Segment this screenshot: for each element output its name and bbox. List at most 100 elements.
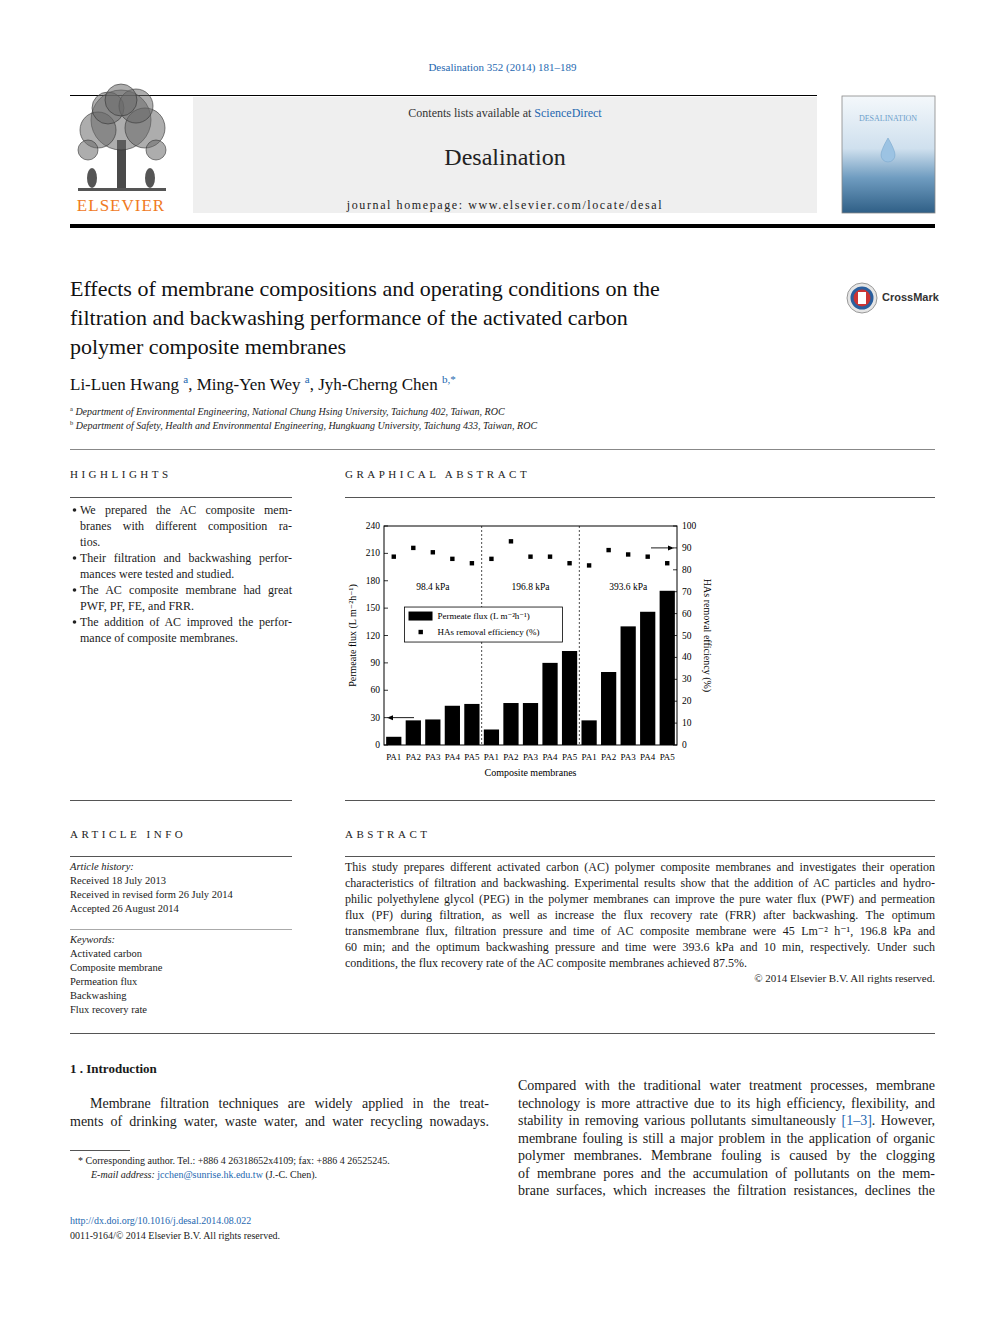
publisher: ELSEVIER xyxy=(70,195,172,216)
history-label: Article history: xyxy=(70,860,134,873)
y-tick xyxy=(384,635,388,636)
text-run: GRAPHICAL ABSTRACT xyxy=(345,468,530,480)
text-run: technology is more attractive due to its… xyxy=(518,1096,935,1111)
abstract-line: flux (PF) during filtration, as well as … xyxy=(345,908,935,923)
y-tick-label: 210 xyxy=(366,548,381,558)
x-tick-label: PA2 xyxy=(503,752,518,762)
point xyxy=(450,557,454,561)
link[interactable]: ScienceDirect xyxy=(534,106,601,120)
abstract-line: This study prepares different activated … xyxy=(345,860,935,875)
text-segment: . However, xyxy=(872,1113,935,1128)
text-run: flux (PF) during filtration, as well as … xyxy=(345,908,935,922)
text-segment: Department of Environmental Engineering,… xyxy=(73,406,505,417)
text-run: Received 18 July 2013 xyxy=(70,875,166,886)
keyword: Activated carbon xyxy=(70,947,142,960)
text-run: membrane fouling is still a major proble… xyxy=(518,1131,935,1146)
text-run: stability in removing various pollutants… xyxy=(518,1113,935,1128)
rule xyxy=(345,856,935,857)
annotation: 196.8 kPa xyxy=(512,582,551,592)
y2-tick xyxy=(673,723,677,724)
text-run: Their filtration and backwashing perfor- xyxy=(80,551,292,565)
y2-tick xyxy=(673,613,677,614)
marks xyxy=(386,539,675,745)
bar xyxy=(464,704,479,745)
text-segment: Li-Luen Hwang xyxy=(70,375,183,394)
title-line: filtration and backwashing performance o… xyxy=(70,304,628,332)
legend-label: HAs removal efficiency (%) xyxy=(438,627,540,637)
bar xyxy=(640,612,655,745)
abstract-line: 60 min; and the optimum backwashing pres… xyxy=(345,940,935,955)
authors: Li-Luen Hwang a, Ming-Yen Wey a, Jyh-Che… xyxy=(70,374,456,395)
link[interactable]: a xyxy=(183,374,188,386)
text-run: Membrane filtration techniques are widel… xyxy=(90,1096,489,1111)
point xyxy=(489,557,493,561)
y-tick-label: 150 xyxy=(366,603,381,613)
cover-drop xyxy=(881,138,895,162)
link[interactable]: jcchen@sunrise.hk.edu.tw xyxy=(157,1169,263,1180)
x-tick-label: PA2 xyxy=(406,752,421,762)
crossmark-mark xyxy=(858,292,866,304)
keyword: Permeation flux xyxy=(70,975,137,988)
text-run: Li-Luen Hwang a, Ming-Yen Wey a, Jyh-Che… xyxy=(70,375,456,394)
bar xyxy=(660,591,675,745)
history-item: Accepted 26 August 2014 xyxy=(70,902,179,915)
keyword: Backwashing xyxy=(70,989,127,1002)
text-segment: , Jyh-Cherng Chen xyxy=(310,375,442,394)
journal-name: Desalination xyxy=(193,142,817,172)
y2-tick-label: 80 xyxy=(682,565,692,575)
annotation: 393.6 kPa xyxy=(609,582,648,592)
y2-tick xyxy=(673,745,677,746)
tree-canopy xyxy=(105,84,137,116)
header-rule xyxy=(70,95,817,96)
section-heading: ARTICLE INFO xyxy=(70,828,186,842)
y-tick xyxy=(384,526,388,527)
link[interactable]: [1–3] xyxy=(841,1113,871,1128)
bar xyxy=(445,706,460,745)
doi: http://dx.doi.org/10.1016/j.desal.2014.0… xyxy=(70,1215,251,1228)
keyword: Composite membrane xyxy=(70,961,162,974)
highlight-line: The AC composite membrane had great xyxy=(80,583,292,598)
copyright: © 2014 Elsevier B.V. All rights reserved… xyxy=(345,972,935,986)
link[interactable]: b,* xyxy=(442,374,456,386)
bar xyxy=(601,672,616,745)
citation: Desalination 352 (2014) 181–189 xyxy=(70,61,935,75)
abstract-line: characteristics of filtration and backwa… xyxy=(345,876,935,891)
link[interactable]: a xyxy=(305,374,310,386)
section-heading: HIGHLIGHTS xyxy=(70,468,172,482)
text-run: Contents lists available at ScienceDirec… xyxy=(408,106,601,120)
text-run: Backwashing xyxy=(70,990,127,1001)
bullet xyxy=(73,508,77,512)
point xyxy=(665,561,669,565)
axis-arrowhead xyxy=(387,715,393,720)
y-tick-label: 240 xyxy=(366,521,381,531)
y2-tick-label: 20 xyxy=(682,696,692,706)
text-run: CrossMark xyxy=(882,291,939,303)
point xyxy=(470,561,474,565)
text-run: journal homepage: www.elsevier.com/locat… xyxy=(347,198,663,212)
body-line: polymer membranes. Membrane fouling is c… xyxy=(518,1147,935,1165)
text-run: ELSEVIER xyxy=(77,196,165,215)
rule xyxy=(70,929,292,930)
header-thick-rule xyxy=(70,224,935,228)
y2-tick-label: 50 xyxy=(682,631,692,641)
legend-box xyxy=(405,607,563,642)
y-tick xyxy=(384,745,388,746)
text-run: This study prepares different activated … xyxy=(345,860,935,874)
y-tick xyxy=(384,690,388,691)
x-tick-label: PA1 xyxy=(484,752,499,762)
x-tick-label: PA4 xyxy=(445,752,461,762)
bar xyxy=(542,663,557,745)
annotation: 98.4 kPa xyxy=(416,582,450,592)
bar xyxy=(406,720,421,745)
point xyxy=(509,539,513,543)
legend: Permeate flux (L m⁻²h⁻¹)HAs removal effi… xyxy=(405,607,563,642)
text-run: characteristics of filtration and backwa… xyxy=(345,876,935,890)
x-tick-label: PA3 xyxy=(425,752,441,762)
body-line: stability in removing various pollutants… xyxy=(518,1112,935,1130)
highlight-line: PWF, PF, FE, and FRR. xyxy=(80,599,292,614)
axis-arrow xyxy=(391,717,414,718)
page: DESALINATION0306090120150180210240010203… xyxy=(0,0,992,1323)
text-run: We prepared the AC composite mem- xyxy=(80,503,292,517)
history-item: Received 18 July 2013 xyxy=(70,874,166,887)
rule xyxy=(70,856,292,857)
